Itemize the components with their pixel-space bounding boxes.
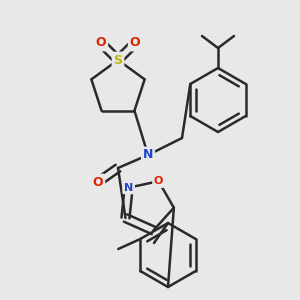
- Text: O: O: [154, 176, 163, 186]
- Text: O: O: [130, 37, 140, 50]
- Text: S: S: [113, 53, 122, 67]
- Text: O: O: [93, 176, 103, 188]
- Text: O: O: [96, 37, 106, 50]
- Text: N: N: [124, 183, 133, 193]
- Text: N: N: [143, 148, 153, 161]
